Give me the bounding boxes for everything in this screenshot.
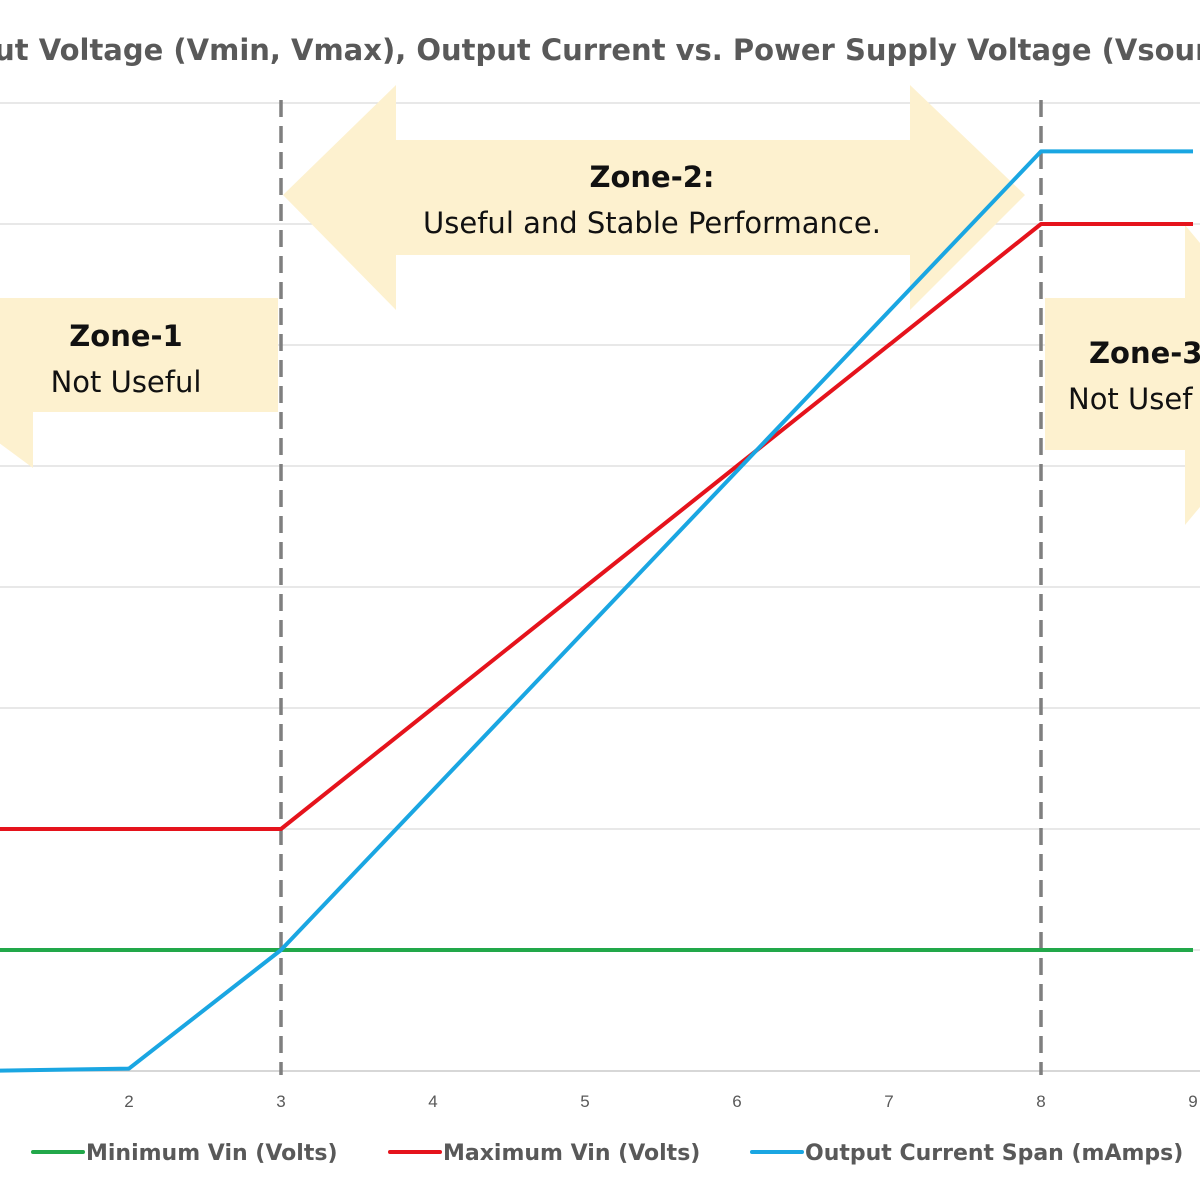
- zone2-text: Useful and Stable Performance.: [423, 206, 881, 240]
- x-tick-label: 7: [884, 1092, 893, 1111]
- zone3-title: Zone-3: [1089, 336, 1200, 370]
- x-tick-label: 5: [580, 1092, 589, 1111]
- zone1-text: Not Useful: [51, 365, 202, 399]
- legend: Minimum Vin (Volts) Maximum Vin (Volts) Ou…: [31, 1141, 1183, 1166]
- legend-label: Output Current Span (mAmps): [805, 1141, 1183, 1166]
- zone1-arrow: [0, 215, 278, 468]
- zone2-arrow: [283, 85, 1025, 310]
- x-tick-label: 3: [276, 1092, 285, 1111]
- zone-boundaries: [279, 100, 1043, 1075]
- x-ticks: 2 3 4 5 6 7 8 9: [124, 1092, 1197, 1111]
- series-line: [0, 222, 1193, 831]
- zone2-title: Zone-2:: [589, 160, 714, 194]
- zone1-title: Zone-1: [69, 319, 182, 353]
- x-tick-label: 2: [124, 1092, 133, 1111]
- x-tick-label: 9: [1188, 1092, 1197, 1111]
- legend-label: Minimum Vin (Volts): [86, 1141, 338, 1166]
- zone3-text: Not Usef: [1068, 382, 1193, 416]
- x-tick-label: 4: [428, 1092, 437, 1111]
- chart-title: put Voltage (Vmin, Vmax), Output Current…: [0, 33, 1200, 67]
- x-tick-label: 8: [1036, 1092, 1045, 1111]
- legend-label: Maximum Vin (Volts): [443, 1141, 700, 1166]
- series-line: [0, 149, 1193, 1073]
- zone3-arrow: [1045, 225, 1200, 525]
- series-lines: [0, 149, 1193, 1073]
- zone-arrows: [0, 85, 1200, 525]
- x-tick-label: 6: [732, 1092, 741, 1111]
